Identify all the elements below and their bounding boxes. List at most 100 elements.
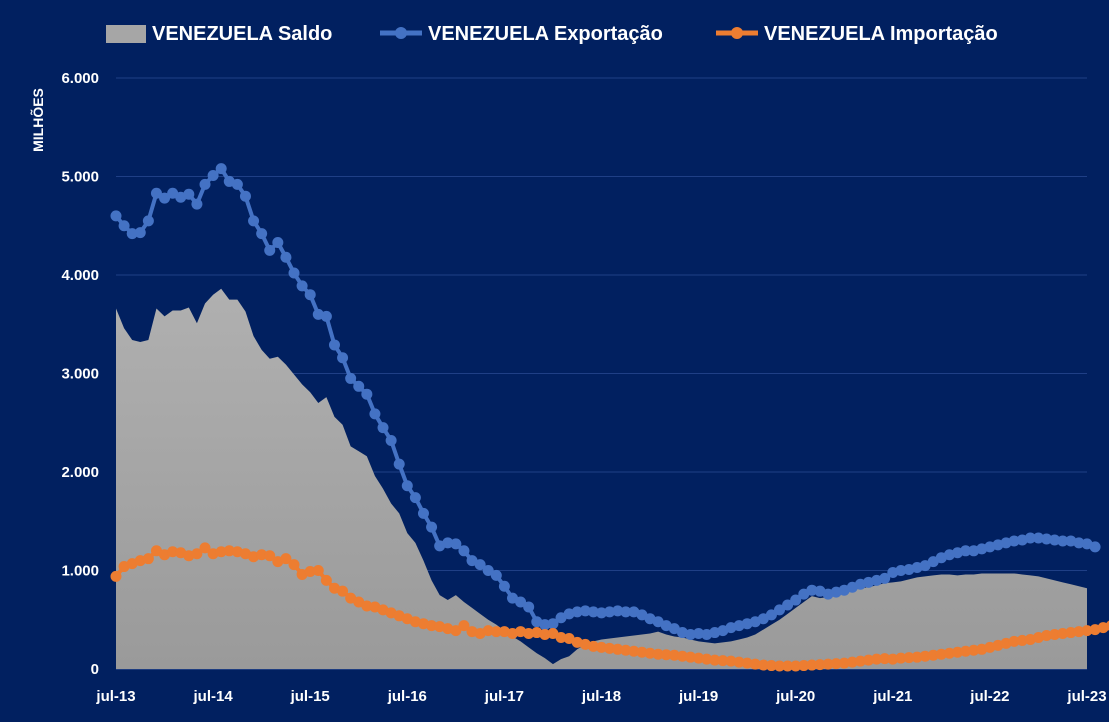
y-axis-title: MILHÕES [29,88,46,152]
exportacao-point [150,187,162,199]
importacao-point [863,654,875,666]
importacao-point [604,642,616,654]
exportacao-point [353,380,365,392]
importacao-point [717,655,729,667]
importacao-point [361,600,373,612]
importacao-point [320,574,332,586]
legend-label-exportacao: VENEZUELA Exportação [428,23,663,45]
x-tick-label: jul-23 [1066,688,1106,705]
importacao-point [822,658,834,670]
importacao-point [596,641,607,653]
exportacao-point [393,458,405,470]
exportacao-point [231,178,243,190]
exportacao-point [320,310,332,322]
exportacao-point [498,580,510,592]
importacao-point [733,656,745,668]
y-tick-label: 6.000 [61,70,99,87]
importacao-point [774,660,786,672]
exportacao-point [118,220,130,232]
exportacao-point [587,606,599,618]
importacao-point [1081,625,1093,637]
importacao-point [167,546,179,558]
exportacao-point [458,545,470,557]
exportacao-point [159,192,171,204]
importacao-point [1057,628,1069,640]
exportacao-point [207,170,219,182]
importacao-point [1065,627,1077,639]
importacao-point [191,548,203,560]
importacao-point [919,650,931,662]
legend-label-saldo: VENEZUELA Saldo [152,23,332,45]
importacao-point [830,658,842,670]
importacao-point [1073,626,1085,638]
exportacao-point [620,606,632,618]
exportacao-point [523,601,535,613]
exportacao-point [1008,535,1020,547]
exportacao-point [1041,533,1053,545]
x-axis: jul-13 jul-14 jul-15 jul-16 jul-17 jul-18 jul-… [95,688,1106,705]
importacao-point [725,655,737,667]
importacao-point [838,657,850,669]
saldo-area-path [116,288,1087,669]
exportacao-point [304,289,316,301]
importacao-point [757,659,769,671]
x-tick-label: jul-17 [484,688,524,705]
x-tick-label: jul-16 [387,688,427,705]
importacao-point [765,660,777,672]
exportacao-point [239,190,251,202]
importacao-point [895,652,907,664]
saldo-area [116,288,1087,669]
y-tick-label: 0 [91,661,99,678]
importacao-point [482,625,494,637]
export-series [110,163,1101,641]
importacao-point [256,549,268,561]
exportacao-point [134,227,146,239]
exportacao-point [377,422,389,434]
exportacao-point [547,618,559,630]
exportacao-point [183,188,195,200]
exportacao-point [248,215,260,227]
exportacao-point [450,538,462,550]
exportacao-point [571,606,583,618]
y-tick-label: 4.000 [61,267,99,284]
x-tick-label: jul-13 [95,688,135,705]
legend-swatch-saldo [106,25,146,43]
exportacao-point [272,237,284,248]
exportacao-point [685,629,697,641]
importacao-point [693,652,705,664]
importacao-point [806,659,818,671]
importacao-point [927,649,939,661]
importacao-point [199,542,211,554]
importacao-point [911,651,923,663]
importacao-point [903,652,915,664]
importacao-point [1041,630,1053,642]
exportacao-point [490,569,502,581]
exportacao-point [474,559,486,571]
importacao-point [741,657,753,669]
importacao-point [1016,634,1028,646]
exportacao-point [1049,534,1061,546]
legend: VENEZUELA Saldo VENEZUELA Exportação VEN… [106,23,998,45]
y-tick-label: 5.000 [61,169,99,186]
x-tick-label: jul-15 [290,688,330,705]
y-tick-label: 3.000 [61,366,99,383]
legend-item-saldo: VENEZUELA Saldo [106,23,332,45]
exportacao-point [110,210,122,222]
exportacao-point [539,619,551,631]
importacao-point [660,649,672,661]
exportacao-point [1032,532,1044,544]
importacao-point [935,648,947,660]
importacao-point [490,626,502,638]
import-series [110,542,1109,672]
importacao-point [782,660,794,672]
importacao-point [458,620,470,632]
exportacao-point [579,605,591,617]
legend-marker-exportacao [395,27,407,39]
importacao-point [304,565,316,577]
importacao-point [280,553,292,565]
importacao-point [879,653,891,665]
exportacao-point [369,408,381,420]
importacao-point [142,553,154,565]
